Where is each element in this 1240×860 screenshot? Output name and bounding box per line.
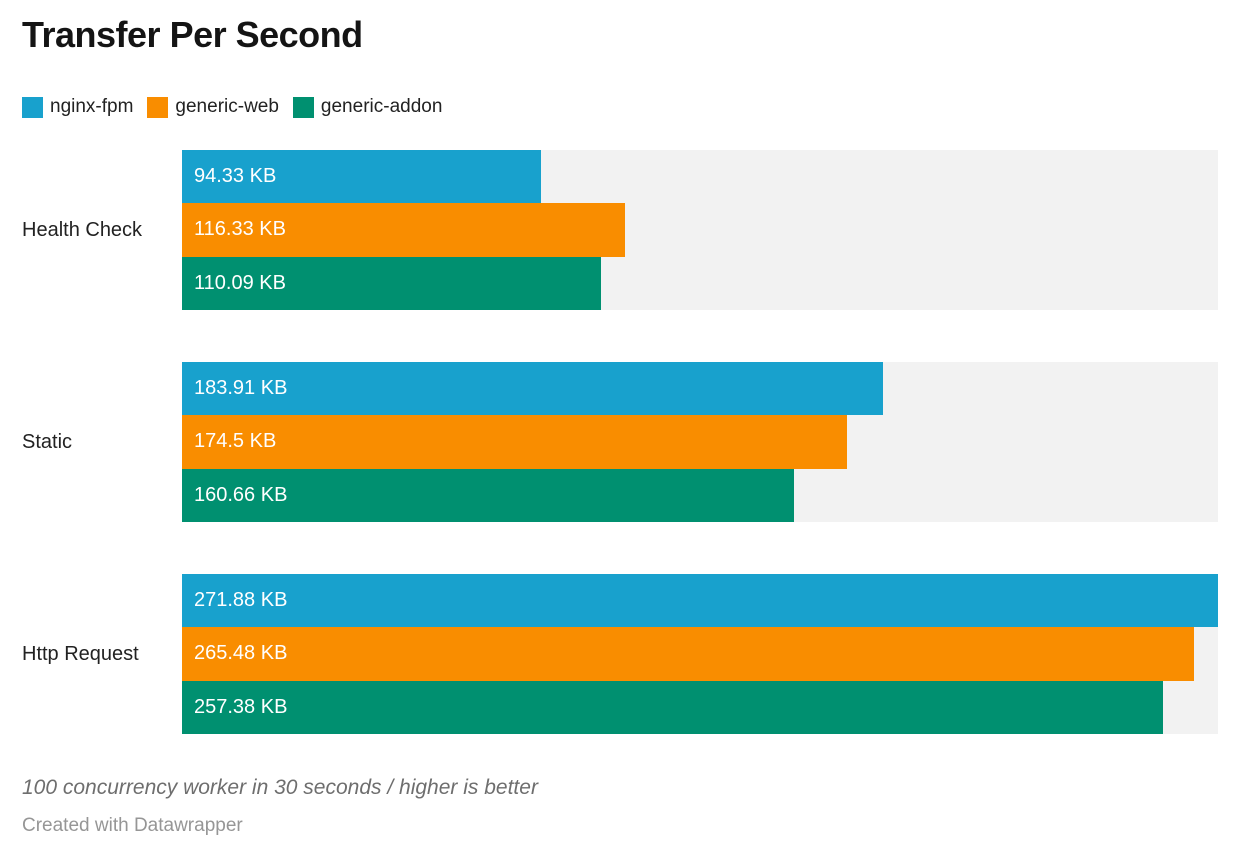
- bar: 271.88 KB: [182, 574, 1218, 628]
- legend-label-nginx-fpm: nginx-fpm: [50, 96, 134, 117]
- bar-track: 116.33 KB: [182, 203, 1218, 257]
- legend-swatch-generic-web: [147, 96, 169, 118]
- legend-swatch-nginx-fpm: [22, 96, 43, 118]
- datawrapper-credit: Created with Datawrapper: [22, 815, 243, 836]
- bar: 174.5 KB: [182, 415, 847, 469]
- bar-track: 110.09 KB: [182, 256, 1218, 310]
- legend-label-generic-addon: generic-addon: [320, 96, 443, 117]
- bar-track: 174.5 KB: [182, 415, 1218, 469]
- legend: nginx-fpm generic-web generic-addon: [22, 96, 442, 118]
- bar-value-label: 183.91 KB: [194, 377, 288, 400]
- bar-track: 94.33 KB: [182, 150, 1218, 204]
- bar-group-bars: 183.91 KB 174.5 KB 160.66 KB: [182, 362, 1218, 522]
- bar: 116.33 KB: [182, 203, 626, 257]
- legend-item-nginx-fpm: nginx-fpm: [22, 96, 133, 118]
- bar: 110.09 KB: [182, 256, 602, 310]
- bar-value-label: 271.88 KB: [194, 589, 288, 612]
- bar-track: 265.48 KB: [182, 627, 1218, 681]
- legend-swatch-generic-addon: [292, 96, 314, 118]
- bar: 183.91 KB: [182, 362, 883, 416]
- legend-label-generic-web: generic-web: [175, 96, 279, 117]
- bar-group-bars: 94.33 KB 116.33 KB 110.09 KB: [182, 150, 1218, 310]
- bar: 160.66 KB: [182, 468, 795, 522]
- category-label: Http Request: [22, 642, 139, 665]
- bar-track: 183.91 KB: [182, 362, 1218, 416]
- bar: 257.38 KB: [182, 680, 1163, 734]
- chart-title: Transfer Per Second: [22, 14, 363, 55]
- chart-note: 100 concurrency worker in 30 seconds / h…: [22, 776, 538, 799]
- bar-track: 271.88 KB: [182, 574, 1218, 628]
- bar-group: Static 183.91 KB 174.5 KB 160.66 KB: [0, 362, 1240, 522]
- bar: 94.33 KB: [182, 150, 542, 204]
- bar-track: 257.38 KB: [182, 680, 1218, 734]
- bar-group: Health Check 94.33 KB 116.33 KB 110.09 KB: [0, 150, 1240, 310]
- bar-value-label: 116.33 KB: [194, 218, 286, 241]
- category-label: Static: [22, 430, 73, 453]
- legend-item-generic-web: generic-web: [147, 96, 279, 118]
- legend-item-generic-addon: generic-addon: [292, 96, 443, 118]
- bar-value-label: 110.09 KB: [194, 271, 286, 294]
- bar-group-bars: 271.88 KB 265.48 KB 257.38 KB: [182, 574, 1218, 734]
- bar-track: 160.66 KB: [182, 468, 1218, 522]
- bar-value-label: 174.5 KB: [194, 430, 277, 453]
- category-label: Health Check: [22, 218, 143, 241]
- bar: 265.48 KB: [182, 627, 1194, 681]
- bar-value-label: 160.66 KB: [194, 483, 288, 506]
- bar-value-label: 94.33 KB: [194, 165, 277, 188]
- bar-value-label: 265.48 KB: [194, 642, 288, 665]
- bar-group: Http Request 271.88 KB 265.48 KB 257.38 KB: [0, 574, 1240, 734]
- bar-value-label: 257.38 KB: [194, 695, 288, 718]
